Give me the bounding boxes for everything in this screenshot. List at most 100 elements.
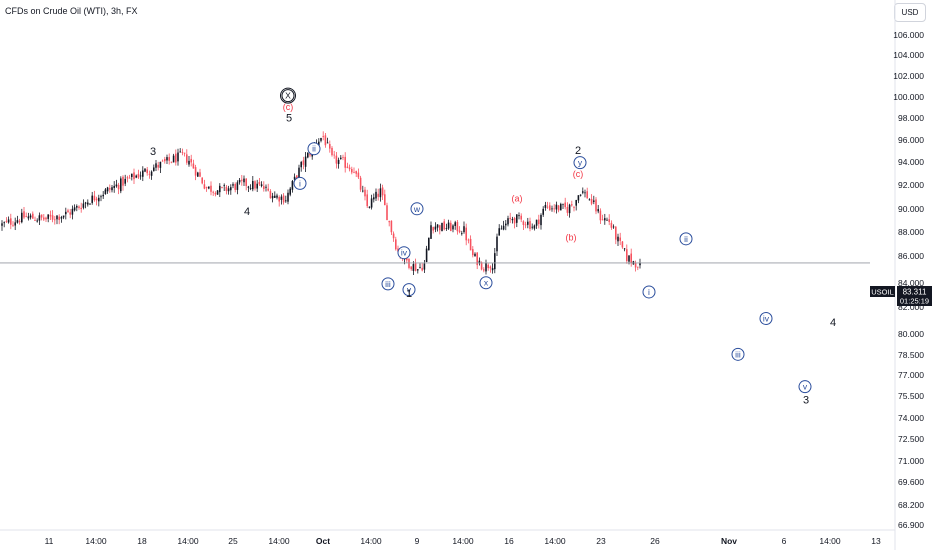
time-axis-tick-label: 14:00 bbox=[819, 536, 841, 546]
candle-body bbox=[78, 207, 80, 208]
candle-body bbox=[113, 186, 115, 188]
time-axis-tick-label: 26 bbox=[650, 536, 660, 546]
candle-body bbox=[362, 191, 364, 192]
candle-body bbox=[74, 207, 76, 210]
candle-body bbox=[527, 222, 529, 225]
wave-label: iv bbox=[763, 314, 770, 324]
plot-area[interactable] bbox=[0, 131, 870, 275]
candle-body bbox=[188, 161, 190, 165]
candle-body bbox=[380, 188, 382, 197]
candle-body bbox=[331, 148, 333, 155]
candle-body bbox=[509, 218, 511, 219]
candle-body bbox=[430, 225, 432, 239]
candle-body bbox=[239, 180, 241, 182]
candle-body bbox=[465, 228, 467, 241]
candle-body bbox=[61, 217, 63, 218]
candle-body bbox=[413, 264, 415, 271]
candle-body bbox=[109, 188, 111, 189]
candle-body bbox=[351, 169, 353, 172]
candle-body bbox=[551, 208, 553, 209]
candle-body bbox=[32, 214, 34, 219]
candle-body bbox=[219, 186, 221, 192]
candle-body bbox=[107, 188, 109, 192]
price-tag-value: 83.311 bbox=[903, 288, 927, 297]
candle-body bbox=[226, 187, 228, 191]
candle-body bbox=[287, 193, 289, 202]
candle-body bbox=[507, 218, 509, 224]
candle-body bbox=[391, 221, 393, 232]
candle-body bbox=[421, 268, 423, 271]
candle-body bbox=[259, 182, 261, 184]
candle-body bbox=[199, 172, 201, 176]
candle-body bbox=[111, 187, 113, 190]
candle-body bbox=[635, 263, 637, 268]
candle-body bbox=[417, 269, 419, 270]
candle-body bbox=[228, 188, 230, 191]
candle-body bbox=[329, 144, 331, 149]
time-axis-tick-label: 14:00 bbox=[360, 536, 382, 546]
candle-body bbox=[204, 184, 206, 188]
candle-body bbox=[547, 207, 549, 208]
candle-body bbox=[353, 172, 355, 173]
candle-body bbox=[333, 155, 335, 156]
candle-body bbox=[443, 221, 445, 229]
wave-label: (b) bbox=[566, 233, 577, 243]
candle-body bbox=[560, 204, 562, 210]
candle-body bbox=[419, 267, 421, 268]
candle-body bbox=[553, 208, 555, 209]
candle-body bbox=[305, 157, 307, 167]
candle-body bbox=[272, 196, 274, 198]
candle-body bbox=[193, 164, 195, 169]
candle-body bbox=[375, 192, 377, 199]
price-axis[interactable]: 106.000 104.000 102.000 100.000 98.000 96.000… bbox=[893, 30, 924, 530]
candle-body bbox=[549, 205, 551, 210]
candle-body bbox=[388, 221, 390, 222]
candle-body bbox=[628, 255, 630, 261]
candle-body bbox=[179, 152, 181, 153]
candle-body bbox=[450, 223, 452, 231]
candle-body bbox=[410, 266, 412, 269]
price-axis-tick-label: 88.000 bbox=[898, 227, 924, 237]
candle-body bbox=[94, 196, 96, 200]
candle-body bbox=[133, 172, 135, 179]
candle-body bbox=[386, 205, 388, 220]
candle-body bbox=[201, 178, 203, 184]
candle-body bbox=[250, 188, 252, 189]
candle-body bbox=[569, 205, 571, 213]
candle-body bbox=[364, 190, 366, 197]
candle-body bbox=[575, 200, 577, 206]
wave-labels: 34X(c)5iiiiviiiv1wx(a)(b)2y(c)iiiiv 4iiiv… bbox=[150, 88, 836, 406]
candle-body bbox=[454, 222, 456, 226]
candle-body bbox=[534, 226, 536, 229]
candle-body bbox=[116, 185, 118, 187]
candle-body bbox=[281, 197, 283, 200]
candle-body bbox=[525, 224, 527, 225]
candle-body bbox=[30, 216, 32, 218]
candle-body bbox=[212, 192, 214, 193]
wave-label: 5 bbox=[286, 113, 292, 125]
candle-body bbox=[140, 176, 142, 177]
candle-body bbox=[56, 216, 58, 220]
price-axis-tick-label: 66.900 bbox=[898, 520, 924, 530]
candle-body bbox=[377, 194, 379, 197]
candle-body bbox=[274, 196, 276, 198]
candle-body bbox=[490, 267, 492, 269]
time-axis[interactable]: 11 14:00 18 14:00 25 14:00 Oct 14:00 9 14:00 16 14:… bbox=[45, 536, 881, 546]
wave-label: 3 bbox=[150, 146, 156, 158]
price-axis-tick-label: 86.000 bbox=[898, 251, 924, 261]
candle-body bbox=[276, 196, 278, 198]
candle-body bbox=[234, 184, 236, 190]
wave-label: (c) bbox=[573, 169, 584, 179]
candle-body bbox=[45, 218, 47, 220]
candle-body bbox=[12, 225, 14, 226]
wave-label: i bbox=[299, 178, 301, 188]
price-axis-tick-label: 102.000 bbox=[893, 71, 924, 81]
time-axis-tick-label: 11 bbox=[45, 536, 54, 546]
candle-body bbox=[373, 197, 375, 199]
candle-body bbox=[76, 206, 78, 208]
price-axis-tick-label: 100.000 bbox=[893, 92, 924, 102]
candle-body bbox=[630, 254, 632, 263]
candle-body bbox=[382, 187, 384, 195]
candle-body bbox=[327, 143, 329, 144]
